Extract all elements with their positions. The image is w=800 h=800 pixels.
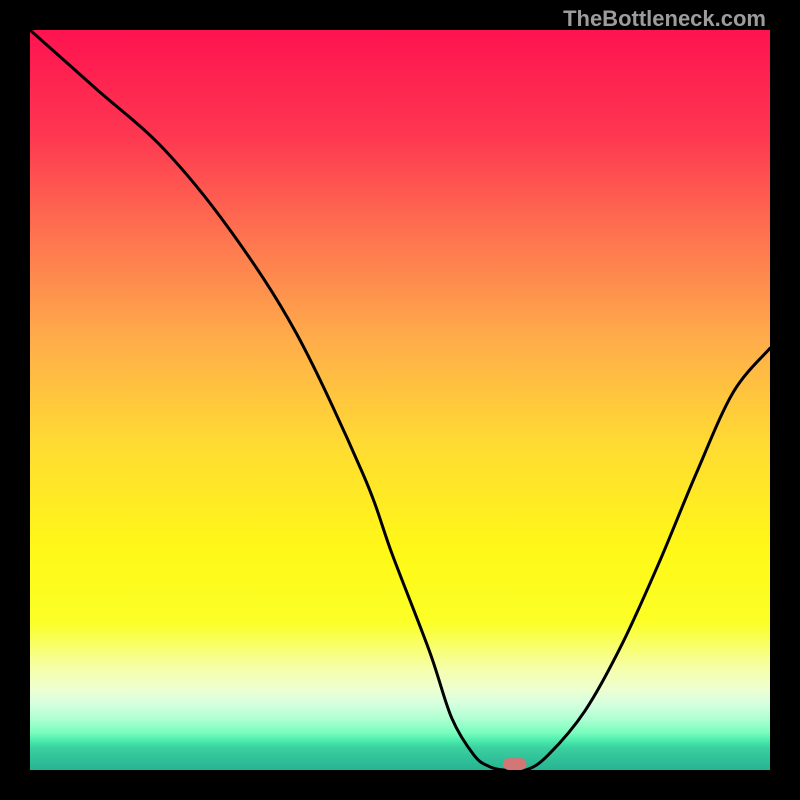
curve-layer [30, 30, 770, 770]
bottleneck-curve [30, 30, 770, 770]
chart-frame: TheBottleneck.com [0, 0, 800, 800]
plot-area [30, 30, 770, 770]
optimal-marker [503, 758, 527, 770]
watermark-text: TheBottleneck.com [563, 6, 766, 32]
